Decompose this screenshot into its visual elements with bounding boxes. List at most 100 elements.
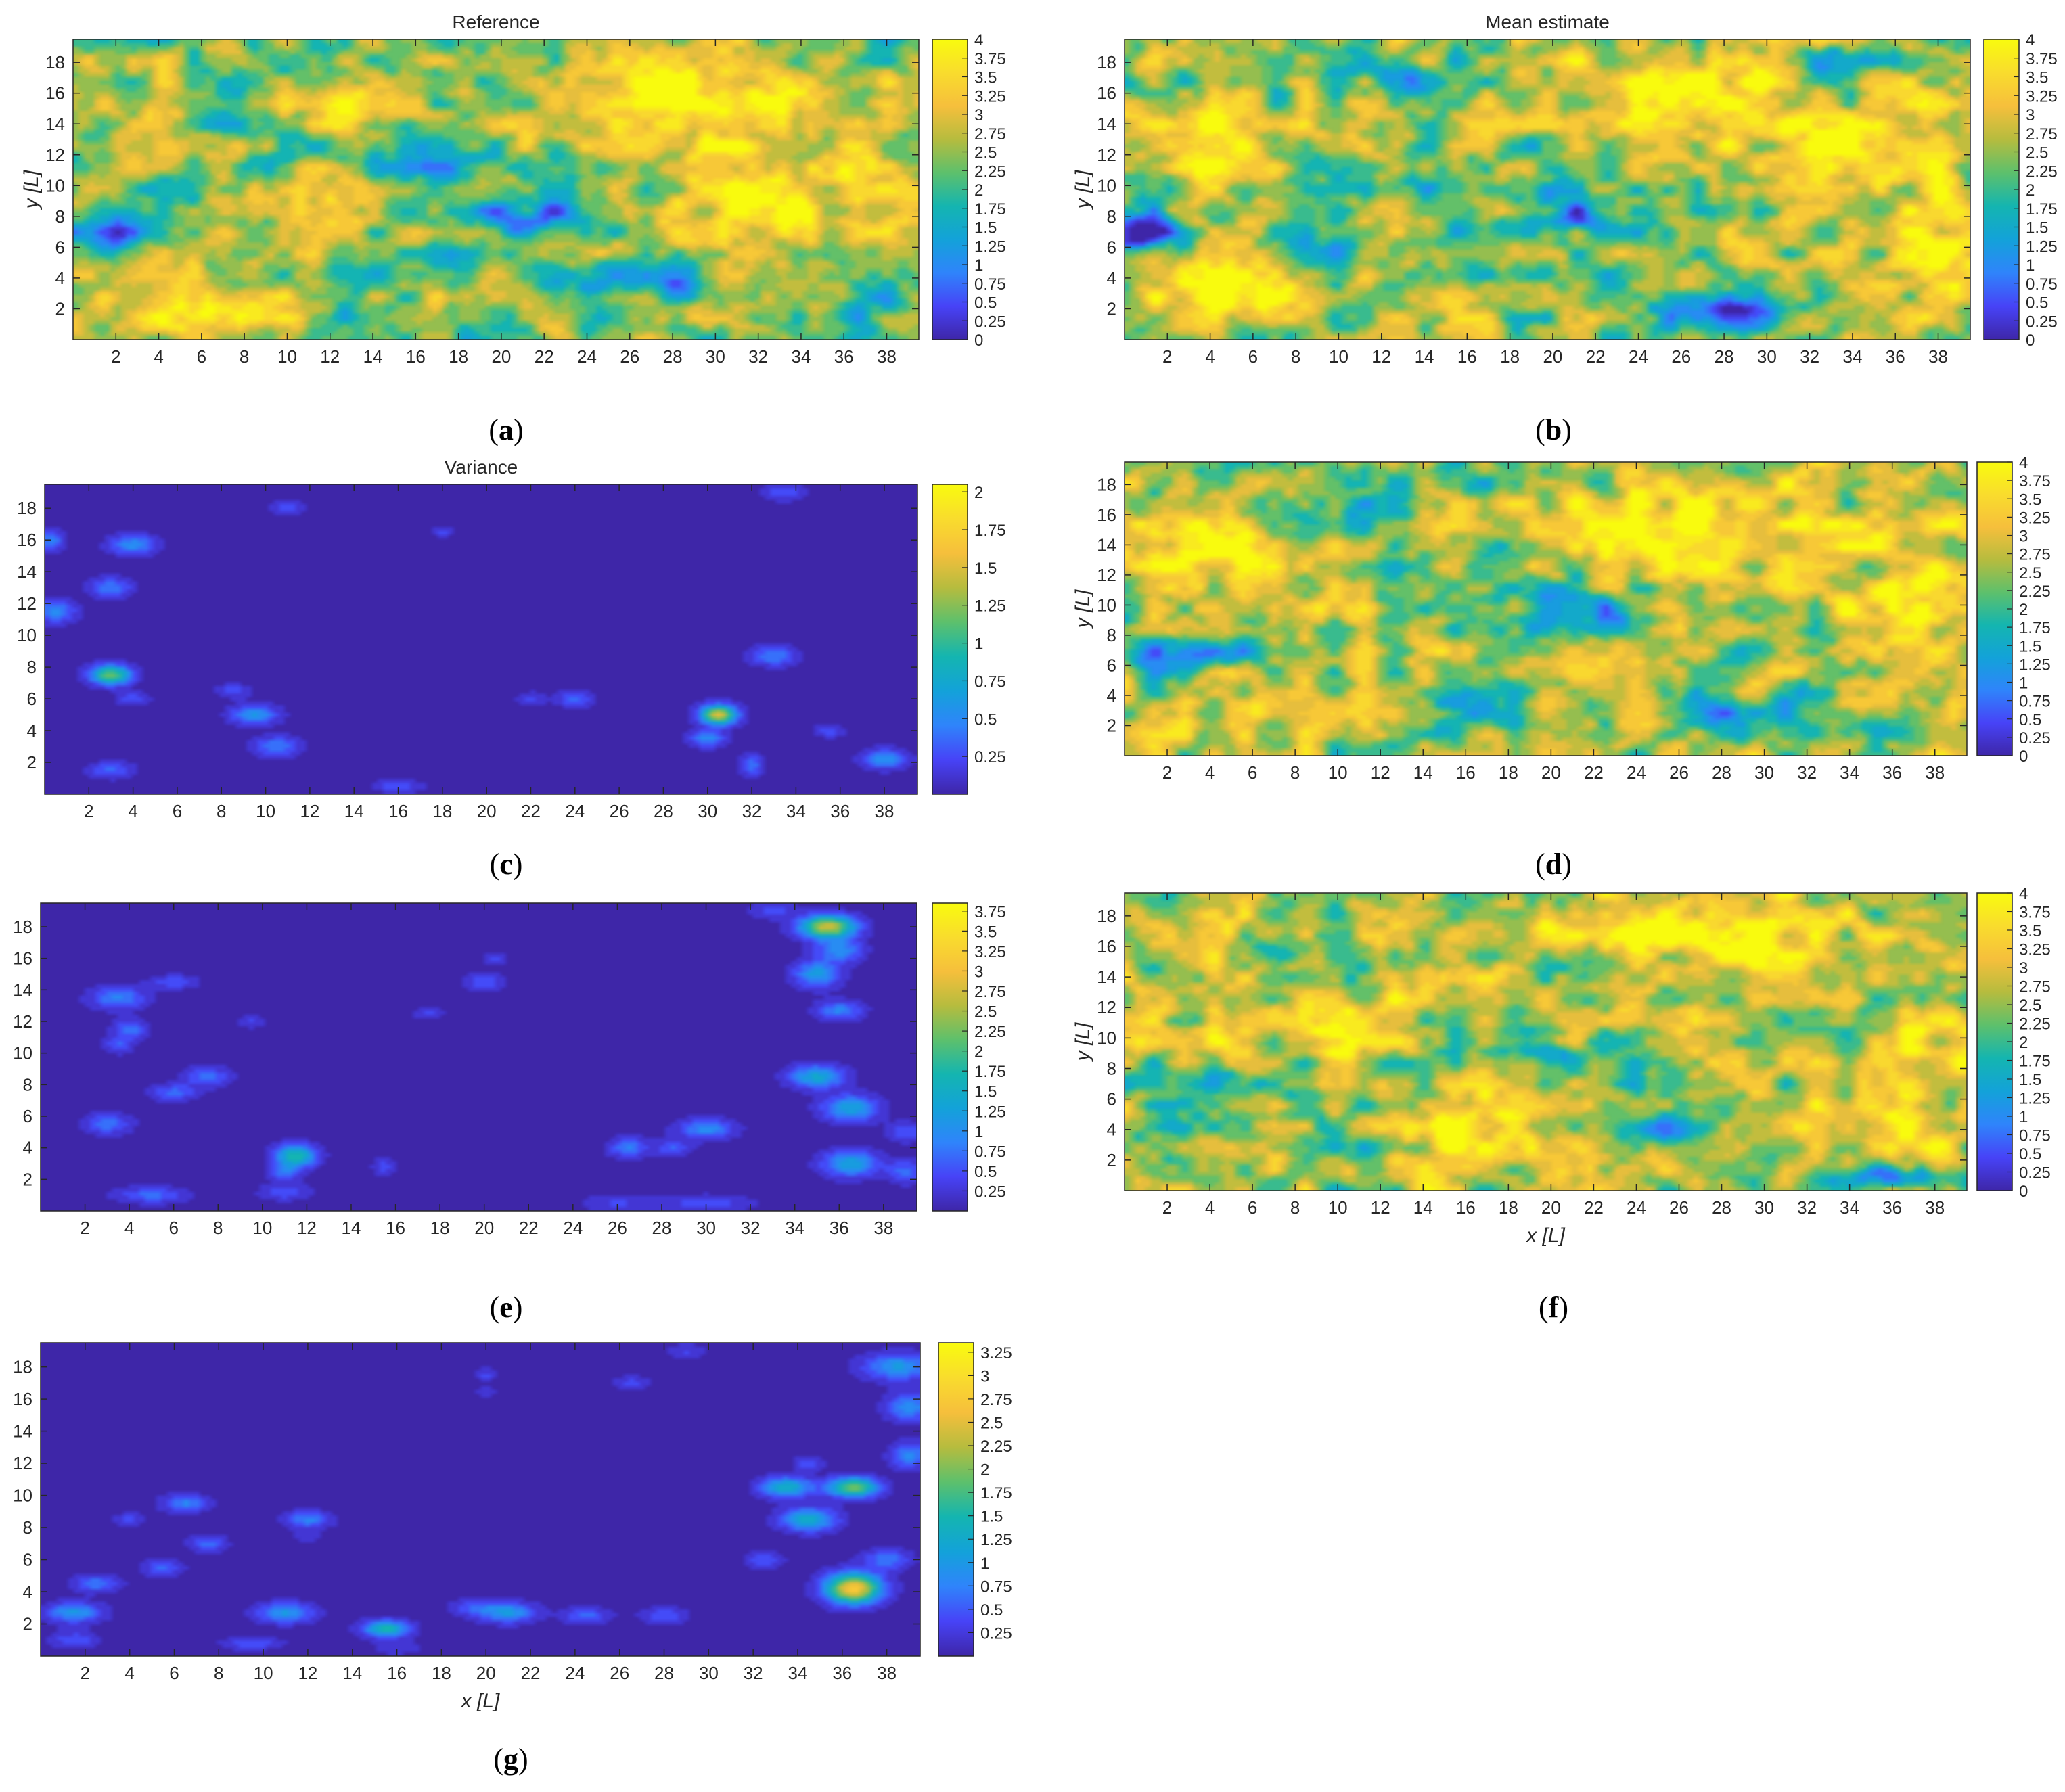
colorbar-tick-label: 2 [980, 1461, 989, 1479]
y-tick-label: 16 [1097, 83, 1116, 104]
y-tick-label: 2 [55, 298, 65, 319]
x-tick-label: 18 [1499, 762, 1518, 783]
x-tick-label: 2 [81, 1663, 90, 1683]
y-tick-label: 4 [1107, 268, 1116, 288]
y-tick-label: 16 [13, 1389, 32, 1409]
x-tick-label: 12 [298, 1663, 317, 1683]
colorbar-tick-label: 1 [974, 256, 983, 275]
colorbar-tick-label: 1.75 [974, 522, 1006, 540]
x-tick-label: 14 [1415, 346, 1434, 367]
x-tick-label: 4 [124, 1218, 134, 1238]
colorbar-tick-label: 2.25 [980, 1438, 1012, 1456]
colorbar-tick-label: 3.5 [2019, 490, 2041, 509]
colorbar-tick-label: 1.5 [2026, 219, 2048, 237]
colorbar-tick-label: 1.5 [974, 1083, 997, 1101]
y-tick-label: 12 [45, 145, 65, 165]
caption-letter: c [499, 848, 513, 881]
colorbar-tick-label: 2.75 [980, 1391, 1012, 1409]
caption-open-paren: ( [1535, 413, 1545, 446]
x-tick-label: 18 [1500, 346, 1520, 367]
x-tick-label: 28 [1715, 346, 1734, 367]
x-tick-label: 30 [699, 1663, 719, 1683]
x-axis-label: x [L] [1525, 1224, 1565, 1247]
x-tick-label: 2 [84, 801, 93, 821]
colorbar-tick-label: 1.75 [974, 1063, 1006, 1081]
x-tick-label: 14 [1413, 762, 1433, 783]
x-tick-label: 38 [877, 1663, 897, 1683]
panel-caption-g: (g) [493, 1743, 528, 1776]
x-axis-label: x [L] [460, 1690, 500, 1712]
caption-open-paren: ( [1535, 848, 1545, 881]
x-tick-label: 18 [1499, 1197, 1518, 1218]
colorbar-tick-label: 3.5 [2019, 922, 2041, 940]
panel-g: 2 4 6 8 10 12 14 16 18 20 22 24 26 28 30 32 34 36 38246810… [13, 1342, 1012, 1776]
colorbar-tick-label: 3.75 [2019, 472, 2051, 490]
x-tick-label: 36 [1882, 1197, 1902, 1218]
x-tick-label: 16 [386, 1218, 405, 1238]
x-tick-label: 26 [1669, 1197, 1689, 1218]
x-tick-label: 28 [1712, 762, 1731, 783]
colorbar-tick-label: 3.25 [980, 1344, 1012, 1362]
colorbar-tick-label: 1.25 [974, 1103, 1006, 1121]
x-tick-label: 20 [1541, 762, 1561, 783]
colorbar-tick-label: 3.5 [2026, 69, 2048, 87]
caption-open-paren: ( [489, 413, 499, 446]
colorbar-d: 00.250.50.7511.251.51.7522.252.52.7533.2… [1976, 454, 2051, 766]
colorbar-tick-label: 0.75 [974, 275, 1006, 294]
y-tick-label: 16 [45, 83, 65, 104]
x-tick-label: 36 [1886, 346, 1905, 367]
colorbar-tick-label: 1.25 [2026, 237, 2058, 256]
x-tick-label: 34 [788, 1663, 808, 1683]
x-tick-label: 32 [1800, 346, 1819, 367]
colorbar-tick-label: 3.75 [2019, 904, 2051, 922]
panel-caption-c: (c) [490, 848, 523, 881]
colorbar-tick-label: 1 [974, 635, 983, 653]
colorbar-tick-label: 3 [974, 963, 983, 981]
heatmap-c [45, 484, 917, 794]
colorbar-tick-label: 2.75 [974, 125, 1006, 143]
colorbar-c: 0.25 0.5 0.75 1 1.25 1.5 1.75 2 [932, 484, 1006, 795]
y-tick-label: 6 [55, 237, 65, 257]
y-tick-label: 2 [1107, 298, 1116, 319]
y-tick-label: 12 [13, 1011, 32, 1032]
colorbar-tick-label: 4 [2019, 885, 2028, 903]
x-tick-label: 26 [1671, 346, 1691, 367]
colorbar-tick-label: 3 [2019, 528, 2028, 546]
colorbar-tick-label: 2.5 [974, 1003, 997, 1021]
colorbar-tick-label: 0.75 [974, 672, 1006, 691]
colorbar-tick-label: 4 [974, 31, 983, 49]
colorbar-tick-label: 2.5 [980, 1414, 1003, 1432]
colorbar-tick-label: 1.25 [980, 1531, 1012, 1549]
y-tick-label: 6 [23, 1106, 32, 1126]
y-tick-label: 2 [1107, 1150, 1116, 1170]
colorbar-tick-label: 2.5 [2019, 564, 2041, 582]
colorbar-tick-label: 0 [974, 331, 983, 350]
x-tick-label: 26 [1669, 762, 1689, 783]
x-tick-label: 34 [1840, 1197, 1859, 1218]
panel-caption-a: (a) [489, 413, 523, 446]
plot-frame-e [40, 902, 917, 1212]
panel-caption-d: (d) [1535, 848, 1572, 881]
x-tick-label: 32 [1797, 1197, 1817, 1218]
x-tick-label: 8 [1290, 1197, 1300, 1218]
y-tick-label: 16 [17, 530, 37, 550]
x-tick-label: 8 [1290, 762, 1300, 783]
colorbar-tick-label: 0.25 [974, 748, 1006, 766]
x-tick-label: 6 [1248, 762, 1257, 783]
panel-title: Variance [445, 457, 518, 478]
x-tick-label: 2 [80, 1218, 89, 1238]
x-tick-label: 22 [521, 1663, 541, 1683]
y-tick-label: 10 [1097, 1028, 1116, 1048]
caption-open-paren: ( [493, 1743, 503, 1776]
x-tick-label: 6 [1248, 1197, 1257, 1218]
colorbar-gradient [932, 484, 968, 795]
colorbar-g: 0.25 0.5 0.75 1 1.25 1.5 1.75 2 2.25 2.5 2.75 3 3.25 [938, 1342, 1012, 1657]
y-tick-label: 14 [1097, 534, 1116, 555]
y-tick-label: 16 [1097, 936, 1116, 957]
x-tick-label: 4 [124, 1663, 134, 1683]
x-tick-label: 12 [300, 801, 319, 821]
y-tick-label: 2 [1107, 715, 1116, 735]
colorbar-tick-label: 4 [2026, 31, 2035, 49]
plot-frame-d [1124, 461, 1968, 756]
